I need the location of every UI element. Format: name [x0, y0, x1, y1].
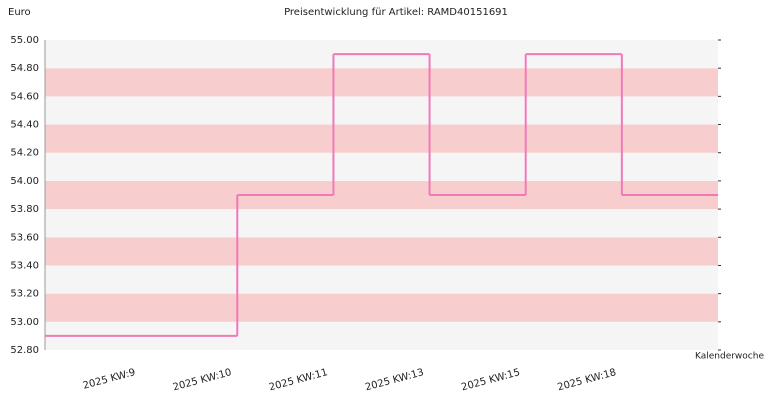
- y-tick-label: 54.00: [10, 176, 39, 187]
- band: [45, 152, 718, 181]
- band: [45, 293, 718, 322]
- y-tick-label: 54.20: [10, 148, 39, 159]
- y-tick-label: 53.80: [10, 204, 39, 215]
- y-tick-label: 53.20: [10, 289, 39, 300]
- y-tick-label: 54.80: [10, 63, 39, 74]
- y-tick-label: 53.00: [10, 317, 39, 328]
- band: [45, 209, 718, 238]
- y-tick-label: 52.80: [10, 345, 39, 356]
- y-tick-label: 55.00: [10, 35, 39, 46]
- x-tick-label: 2025 KW:18: [556, 367, 617, 393]
- y-tick-label: 53.60: [10, 232, 39, 243]
- band: [45, 265, 718, 294]
- x-tick-label: 2025 KW:11: [268, 367, 329, 393]
- band: [45, 68, 718, 97]
- y-tick-label: 54.60: [10, 91, 39, 102]
- band: [45, 96, 718, 125]
- x-axis-label: Kalenderwoche: [695, 352, 764, 362]
- y-tick-label: 53.40: [10, 260, 39, 271]
- y-tick-label: 54.40: [10, 120, 39, 131]
- y-axis-label: Euro: [8, 7, 31, 18]
- x-tick-label: 2025 KW:9: [82, 367, 137, 392]
- x-tick-label: 2025 KW:13: [364, 367, 425, 393]
- band: [45, 124, 718, 153]
- x-tick-label: 2025 KW:10: [172, 367, 233, 393]
- band: [45, 180, 718, 210]
- chart-title: Preisentwicklung für Artikel: RAMD401516…: [284, 7, 508, 18]
- x-tick-label: 2025 KW:15: [460, 367, 521, 393]
- band: [45, 237, 718, 266]
